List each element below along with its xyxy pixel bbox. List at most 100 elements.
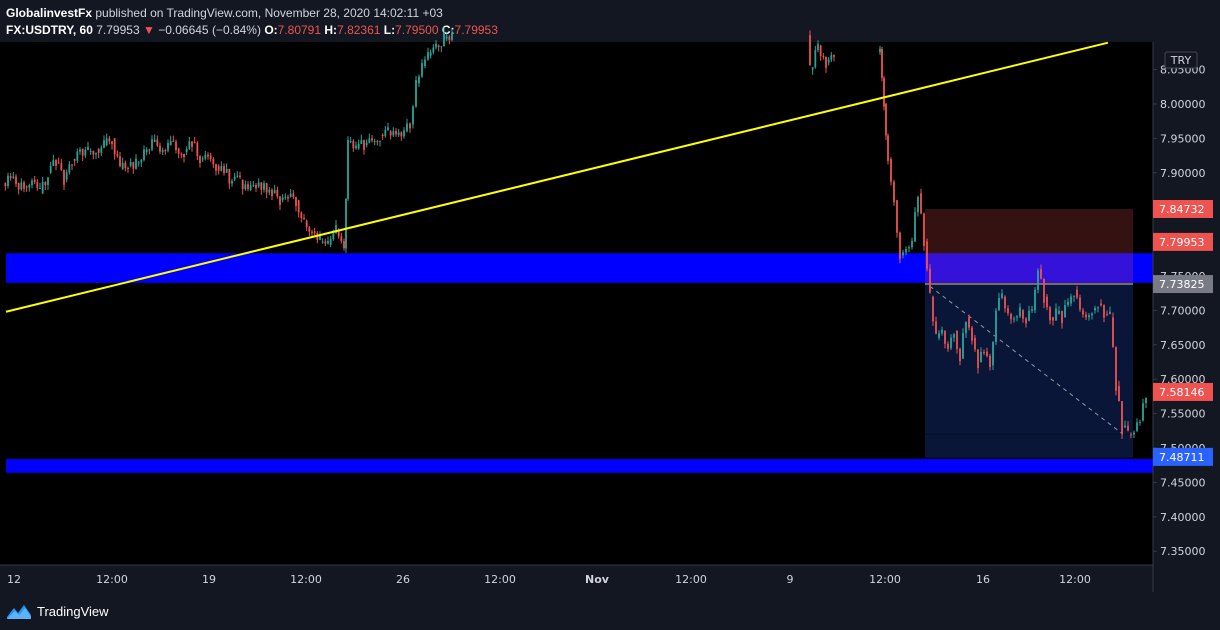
- candle-body: [1031, 309, 1033, 311]
- y-tick-label: 7.60000: [1160, 373, 1206, 386]
- candle-body: [255, 184, 257, 189]
- candle-body: [263, 183, 265, 190]
- candle-body: [381, 134, 384, 137]
- candle-body: [193, 141, 196, 143]
- currency-badge[interactable]: TRY: [1164, 51, 1198, 69]
- candle-body: [108, 138, 111, 142]
- candle-body: [140, 159, 143, 163]
- publish-info: published on TradingView.com, November 2…: [92, 6, 443, 20]
- candle-body: [167, 143, 169, 151]
- candle-body: [929, 268, 931, 293]
- candle-body: [983, 351, 985, 353]
- candle-body: [300, 212, 303, 219]
- candle-body: [1097, 307, 1099, 309]
- candle-body: [1007, 308, 1009, 314]
- candle-body: [9, 176, 12, 179]
- candle-body: [1004, 296, 1006, 309]
- candle-body: [349, 141, 352, 143]
- candle-body: [151, 139, 153, 150]
- candle-body: [1016, 316, 1018, 318]
- symbol-name[interactable]: FX:USDTRY, 60: [6, 23, 93, 37]
- candle-body: [39, 188, 41, 190]
- candle-body: [1061, 310, 1063, 324]
- low-value: 7.79500: [395, 23, 439, 37]
- candle-body: [392, 131, 395, 136]
- price-tag-label: 7.48711: [1159, 451, 1205, 464]
- candle-body: [87, 146, 89, 151]
- y-tick-label: 7.40000: [1160, 511, 1206, 524]
- candle-body: [79, 149, 81, 152]
- candle-body: [284, 196, 287, 198]
- candle-body: [236, 175, 239, 177]
- candle-body: [97, 148, 100, 153]
- candle-body: [63, 169, 65, 185]
- candle-body: [1019, 307, 1021, 317]
- candle-body: [183, 154, 185, 158]
- candle-body: [935, 321, 937, 334]
- candle-body: [164, 150, 167, 152]
- candle-body: [1118, 386, 1120, 402]
- candle-body: [448, 36, 451, 40]
- x-tick-label: 19: [202, 573, 216, 586]
- candle-body: [914, 212, 916, 242]
- candle-body: [132, 162, 135, 169]
- x-tick-label: 26: [396, 573, 410, 586]
- candle-body: [172, 140, 175, 142]
- candle-body: [47, 177, 49, 185]
- candle-body: [1106, 313, 1108, 315]
- trendline-group[interactable]: [5, 41, 1109, 313]
- candle-body: [156, 139, 159, 146]
- candle-body: [347, 139, 349, 199]
- candle-body: [437, 45, 440, 48]
- candle-body: [324, 241, 327, 244]
- candle-body: [129, 162, 132, 166]
- author-name[interactable]: GlobalinvestFx: [6, 6, 93, 20]
- candle-body: [814, 50, 817, 68]
- footer-brand-text: TradingView: [37, 603, 109, 619]
- candle-body: [977, 349, 979, 369]
- candle-body: [1139, 421, 1141, 423]
- candle-body: [1142, 403, 1144, 421]
- candle-body: [247, 184, 249, 189]
- candle-body: [1052, 317, 1054, 321]
- price-axis[interactable]: 8.050008.000007.950007.900007.850007.800…: [1153, 64, 1206, 559]
- candle-body: [249, 185, 252, 190]
- candle-body: [148, 149, 151, 151]
- candle-body: [65, 172, 68, 180]
- candle-body: [244, 184, 247, 190]
- candle-body: [959, 349, 961, 362]
- candle-body: [986, 351, 988, 356]
- candle-body: [956, 331, 958, 350]
- candles: [4, 27, 1147, 439]
- candle-body: [962, 333, 964, 359]
- candle-body: [1130, 434, 1132, 436]
- price-tag: [1153, 382, 1213, 401]
- footer-brand[interactable]: TradingView: [6, 600, 109, 622]
- candle-body: [412, 106, 414, 125]
- candle-body: [209, 155, 212, 160]
- candle-body: [1088, 315, 1090, 318]
- price-tags: 7.84732 7.79953 7.73825 7.58146 7.48711: [1153, 200, 1213, 466]
- candle-body: [239, 175, 241, 178]
- candle-body: [881, 48, 883, 78]
- candle-body: [340, 236, 343, 242]
- candle-body: [105, 138, 108, 146]
- candle-body: [406, 123, 408, 132]
- candle-body: [185, 148, 188, 153]
- candle-body: [215, 164, 217, 171]
- candle-body: [57, 162, 60, 164]
- candle-body: [896, 200, 898, 233]
- candle-body: [368, 138, 371, 143]
- candle-body: [1079, 297, 1081, 310]
- candle-body: [124, 162, 127, 168]
- open-value: 7.80791: [277, 23, 322, 37]
- candle-body: [217, 165, 220, 171]
- candle-body: [265, 183, 268, 193]
- candle-body: [204, 154, 207, 159]
- candle-body: [297, 200, 300, 213]
- candle-body: [327, 241, 329, 244]
- candle-body: [893, 181, 895, 203]
- time-axis[interactable]: 12 12:00 19 12:00 26 12:00 Nov 12:00 9 12:00 16 12:…: [7, 573, 1091, 586]
- candle-body: [113, 138, 116, 155]
